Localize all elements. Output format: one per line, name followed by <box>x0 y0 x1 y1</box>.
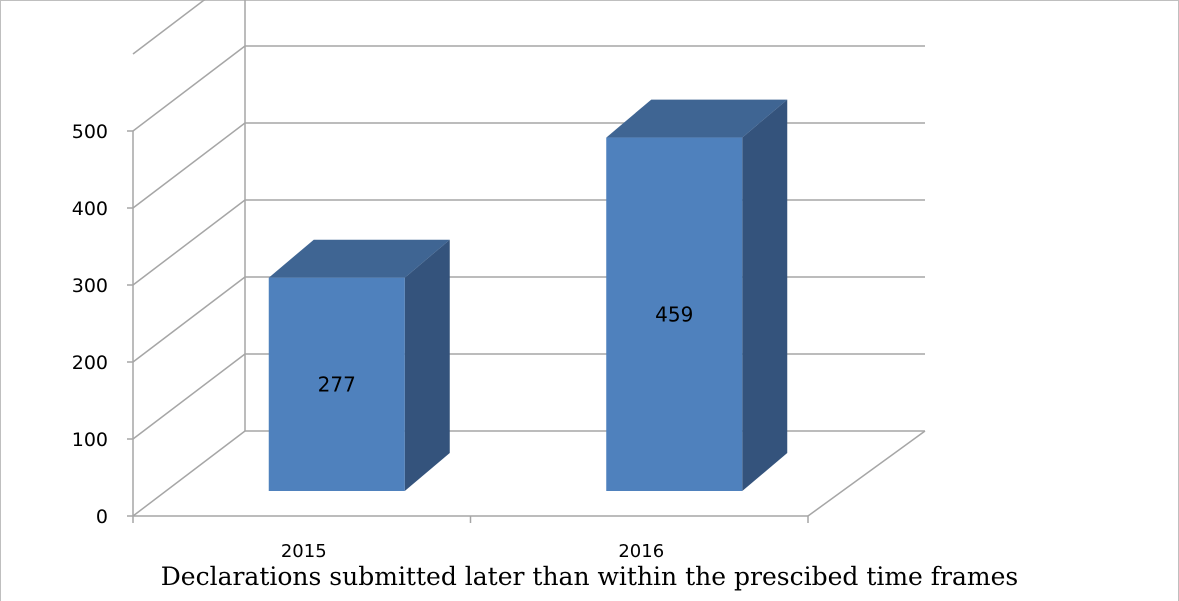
bar-side <box>742 99 788 491</box>
bar-top <box>268 239 450 278</box>
y-tick-label: 400 <box>72 198 108 220</box>
x-tick-label: 2016 <box>618 541 664 562</box>
side-wall-gridline <box>132 45 246 132</box>
x-tick-label: 2015 <box>281 541 327 562</box>
side-wall-gridline <box>132 353 246 440</box>
y-tick-label: 500 <box>72 121 108 143</box>
data-label: 277 <box>318 372 356 396</box>
side-wall-gridline <box>132 122 246 209</box>
chart-title: Declarations submitted later than within… <box>160 562 1019 591</box>
bar <box>606 137 743 491</box>
data-label: 459 <box>655 302 693 326</box>
side-wall-gridline <box>132 0 206 55</box>
side-wall-gridline <box>132 199 246 286</box>
bar-side <box>404 239 450 491</box>
side-wall-gridline <box>132 276 246 363</box>
y-tick-label: 200 <box>72 352 108 374</box>
bar-top <box>606 99 788 138</box>
y-tick-label: 300 <box>72 275 108 297</box>
side-wall-gridline <box>132 430 246 517</box>
y-tick-label: 0 <box>96 506 108 528</box>
bar <box>268 277 405 491</box>
y-tick-label: 100 <box>72 429 108 451</box>
floor-right-edge <box>807 430 926 517</box>
